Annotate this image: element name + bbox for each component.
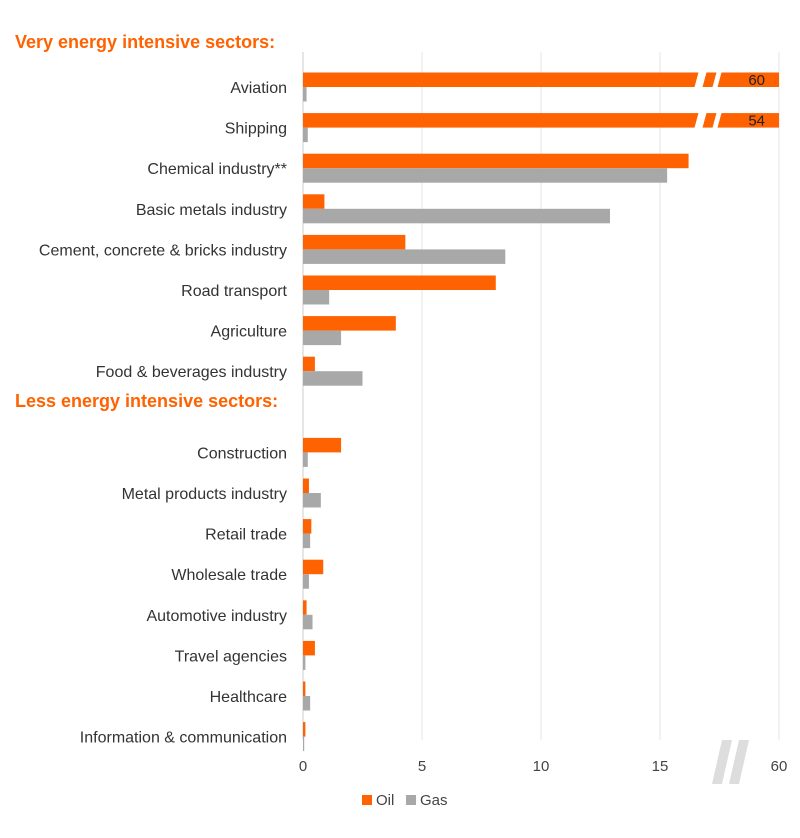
bar-oil (303, 316, 396, 331)
bar-gas (303, 290, 330, 305)
category-label: Wholesale trade (171, 567, 287, 584)
x-tick-label: 60 (771, 758, 788, 775)
bar-value-label: 60 (748, 72, 765, 89)
legend-label-gas: Gas (420, 792, 448, 809)
bar-oil (303, 356, 315, 372)
legend-swatch-oil (362, 795, 372, 805)
axis-break-mark (712, 740, 732, 784)
bar-oil (303, 640, 315, 656)
bar-gas (303, 696, 311, 711)
bar-gas (303, 493, 321, 508)
section-heading: Very energy intensive sectors: (15, 32, 275, 52)
legend-swatch-gas (406, 795, 416, 805)
bar-oil (303, 722, 306, 737)
bar-oil (303, 275, 496, 290)
bar-oil (303, 153, 689, 169)
bar-value-label: 54 (748, 113, 765, 130)
bar-gas (303, 736, 305, 752)
bar-gas (303, 614, 313, 630)
category-label: Metal products industry (122, 486, 287, 503)
axis-break-mark (729, 740, 749, 784)
bar-break-mark (694, 70, 707, 89)
category-label: Information & communication (80, 730, 287, 747)
bar-gas (303, 87, 307, 102)
bar-oil (303, 72, 779, 87)
category-label: Shipping (225, 121, 287, 138)
category-label: Cement, concrete & bricks industry (39, 242, 287, 259)
category-label: Aviation (230, 80, 287, 97)
bar-gas (303, 127, 308, 143)
bar-gas (303, 168, 668, 183)
bar-gas (303, 574, 309, 589)
x-tick-label: 0 (299, 758, 307, 775)
category-label: Chemical industry** (147, 161, 287, 178)
bar-oil (303, 600, 307, 615)
category-label: Food & beverages industry (96, 364, 287, 381)
category-label: Retail trade (205, 527, 287, 544)
section-heading: Less energy intensive sectors: (15, 391, 278, 411)
bar-oil (303, 559, 324, 575)
category-label: Road transport (181, 283, 287, 300)
x-tick-label: 5 (418, 758, 426, 775)
category-label: Travel agencies (175, 648, 287, 665)
bar-oil (303, 519, 312, 534)
x-tick-label: 15 (652, 758, 669, 775)
category-label: Basic metals industry (136, 202, 287, 219)
bar-break-mark (712, 111, 722, 130)
bar-oil (303, 234, 406, 250)
category-label: Automotive industry (146, 608, 287, 625)
bar-oil (303, 478, 309, 493)
bar-oil (303, 437, 342, 453)
bar-oil (303, 194, 325, 209)
category-label: Healthcare (210, 689, 287, 706)
bar-break-mark (712, 70, 722, 89)
category-label: Agriculture (211, 324, 288, 341)
legend-label-oil: Oil (376, 792, 394, 809)
bar-gas (303, 330, 342, 346)
bar-gas (303, 249, 506, 264)
bar-gas (303, 208, 611, 224)
bar-gas (303, 371, 363, 386)
category-label: Construction (197, 445, 287, 462)
bar-oil (303, 681, 306, 696)
bar-gas (303, 655, 306, 670)
bar-break-mark (694, 111, 707, 130)
bar-oil (303, 113, 779, 128)
bar-gas (303, 452, 308, 467)
x-tick-label: 10 (533, 758, 550, 775)
bar-gas (303, 533, 311, 549)
